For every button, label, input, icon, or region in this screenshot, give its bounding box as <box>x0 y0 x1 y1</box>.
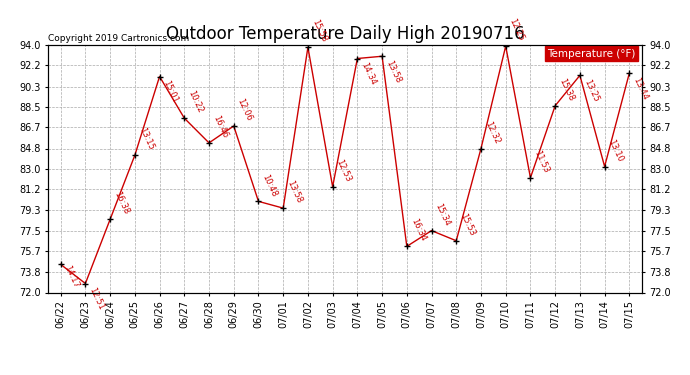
Text: 13:10: 13:10 <box>607 138 625 163</box>
Text: 13:58: 13:58 <box>384 59 402 84</box>
Text: 14:17: 14:17 <box>63 264 81 289</box>
Text: 11:53: 11:53 <box>533 149 551 174</box>
Text: 16:46: 16:46 <box>211 114 229 140</box>
Text: 10:22: 10:22 <box>186 89 204 115</box>
Text: Copyright 2019 Cartronics.com: Copyright 2019 Cartronics.com <box>48 33 190 42</box>
Text: 12:06: 12:06 <box>236 97 254 123</box>
Text: 15:53: 15:53 <box>458 212 477 237</box>
Text: 15:34: 15:34 <box>433 202 452 227</box>
Text: 13:44: 13:44 <box>631 76 649 101</box>
Text: 16:38: 16:38 <box>112 190 130 216</box>
Text: 15:01: 15:01 <box>161 79 179 105</box>
Text: 12:53: 12:53 <box>335 158 353 183</box>
Text: 12:25: 12:25 <box>508 17 526 43</box>
Text: 15:58: 15:58 <box>310 18 328 44</box>
Text: 10:48: 10:48 <box>260 172 279 198</box>
Text: 13:58: 13:58 <box>285 179 304 205</box>
Text: 12:51: 12:51 <box>88 286 106 312</box>
Text: 13:15: 13:15 <box>137 126 155 152</box>
Text: 14:34: 14:34 <box>359 61 377 87</box>
Title: Outdoor Temperature Daily High 20190716: Outdoor Temperature Daily High 20190716 <box>166 26 524 44</box>
Text: Temperature (°F): Temperature (°F) <box>547 49 635 59</box>
Text: 12:32: 12:32 <box>483 120 501 145</box>
Text: 16:34: 16:34 <box>408 217 427 243</box>
Text: 15:38: 15:38 <box>557 77 575 102</box>
Text: 13:25: 13:25 <box>582 78 600 104</box>
